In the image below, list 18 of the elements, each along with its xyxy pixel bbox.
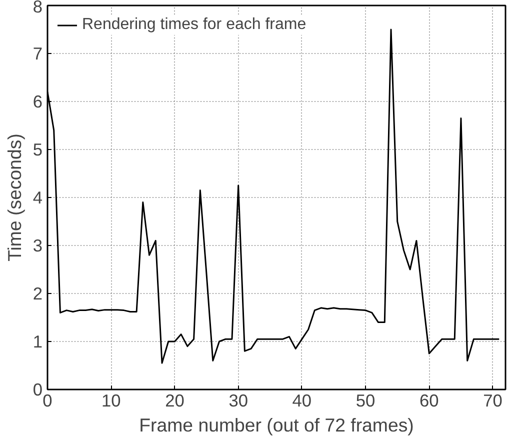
y-tick-label: 7: [32, 44, 43, 64]
x-tick-label: 60: [420, 390, 439, 410]
x-tick-label: 70: [483, 390, 502, 410]
y-tick-label: 6: [32, 92, 43, 112]
y-tick-label: 2: [32, 284, 43, 304]
x-tick-label: 30: [228, 390, 248, 410]
x-axis-title: Frame number (out of 72 frames): [139, 414, 414, 436]
y-tick-label: 5: [32, 140, 43, 160]
y-tick-label: 4: [32, 188, 43, 208]
y-tick-label: 8: [32, 0, 43, 16]
x-tick-label: 40: [292, 390, 312, 410]
y-tick-label: 1: [32, 332, 43, 352]
legend-label: Rendering times for each frame: [82, 16, 306, 34]
y-axis-title: Time (seconds): [4, 134, 25, 262]
x-tick-label: 20: [165, 390, 184, 410]
x-tick-label: 10: [101, 390, 121, 410]
x-tick-label: 50: [356, 390, 376, 410]
y-tick-label: 3: [32, 236, 43, 256]
